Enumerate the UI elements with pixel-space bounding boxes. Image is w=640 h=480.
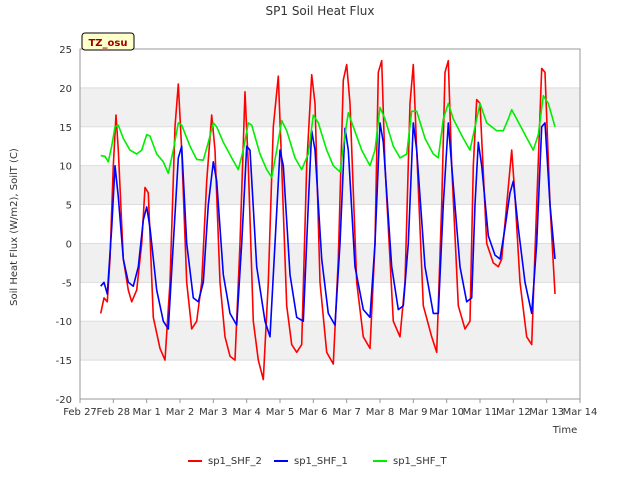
plot-band xyxy=(80,204,580,244)
plot-frame xyxy=(79,48,581,400)
x-tick-label: Mar 7 xyxy=(332,407,360,418)
x-tick-label: Mar 8 xyxy=(366,407,394,418)
x-tick-label: Feb 28 xyxy=(97,407,131,418)
series-line-sp1_SHF_2 xyxy=(99,59,556,381)
x-tick-label: Mar 14 xyxy=(563,407,598,418)
y-tick-label: -10 xyxy=(56,317,72,328)
y-axis-ticks: -20 -15 -10 -5 0 5 10 15 20 25 xyxy=(56,45,72,406)
plot-band xyxy=(80,282,580,322)
plot-background xyxy=(80,49,580,399)
y-tick-label: 10 xyxy=(59,162,72,173)
series-line-sp1_SHF_T xyxy=(100,94,556,179)
y-tick-label: 20 xyxy=(59,84,72,95)
series-layer xyxy=(99,59,556,381)
legend: sp1_SHF_2 sp1_SHF_1 sp1_SHF_T xyxy=(188,456,448,467)
plot-band xyxy=(80,87,580,127)
x-tick-label: Mar 3 xyxy=(199,407,227,418)
plot-band xyxy=(80,165,580,205)
y-tick-label: -15 xyxy=(56,356,72,367)
y-tick-label: 0 xyxy=(66,239,72,250)
x-tick-label: Mar 10 xyxy=(429,407,464,418)
x-axis-ticks: Feb 27 Feb 28 Mar 1 Mar 2 Mar 3 Mar 4 Mar 5 Mar… xyxy=(63,399,597,418)
x-tick-label: Feb 27 xyxy=(63,407,97,418)
y-tick-label: 5 xyxy=(66,201,72,212)
x-axis-title: Time xyxy=(552,425,577,436)
x-tick-label: Mar 9 xyxy=(399,407,427,418)
plot-band xyxy=(80,360,580,399)
x-tick-label: Mar 13 xyxy=(529,407,564,418)
annotation-label: TZ_osu xyxy=(88,38,127,49)
y-tick-label: -5 xyxy=(62,278,72,289)
plot-band xyxy=(80,49,580,88)
plot-band xyxy=(80,321,580,361)
plot-band xyxy=(80,243,580,283)
y-tick-label: 15 xyxy=(59,123,72,134)
chart-title: SP1 Soil Heat Flux xyxy=(266,4,375,18)
x-tick-label: Mar 11 xyxy=(463,407,498,418)
x-tick-label: Mar 2 xyxy=(166,407,194,418)
y-tick-label: 25 xyxy=(59,45,72,56)
series-line-sp1_SHF_1 xyxy=(100,122,556,338)
x-tick-label: Mar 1 xyxy=(132,407,160,418)
legend-label: sp1_SHF_T xyxy=(393,456,448,467)
legend-label: sp1_SHF_1 xyxy=(294,456,348,467)
annotation-box: TZ_osu xyxy=(81,32,135,51)
x-tick-label: Mar 12 xyxy=(496,407,531,418)
x-tick-label: Mar 5 xyxy=(266,407,294,418)
x-tick-label: Mar 4 xyxy=(232,407,260,418)
legend-label: sp1_SHF_2 xyxy=(208,456,262,467)
x-tick-label: Mar 6 xyxy=(299,407,327,418)
y-axis-title: Soil Heat Flux (W/m2), SoilT (C) xyxy=(9,148,20,306)
y-tick-label: -20 xyxy=(56,395,72,406)
